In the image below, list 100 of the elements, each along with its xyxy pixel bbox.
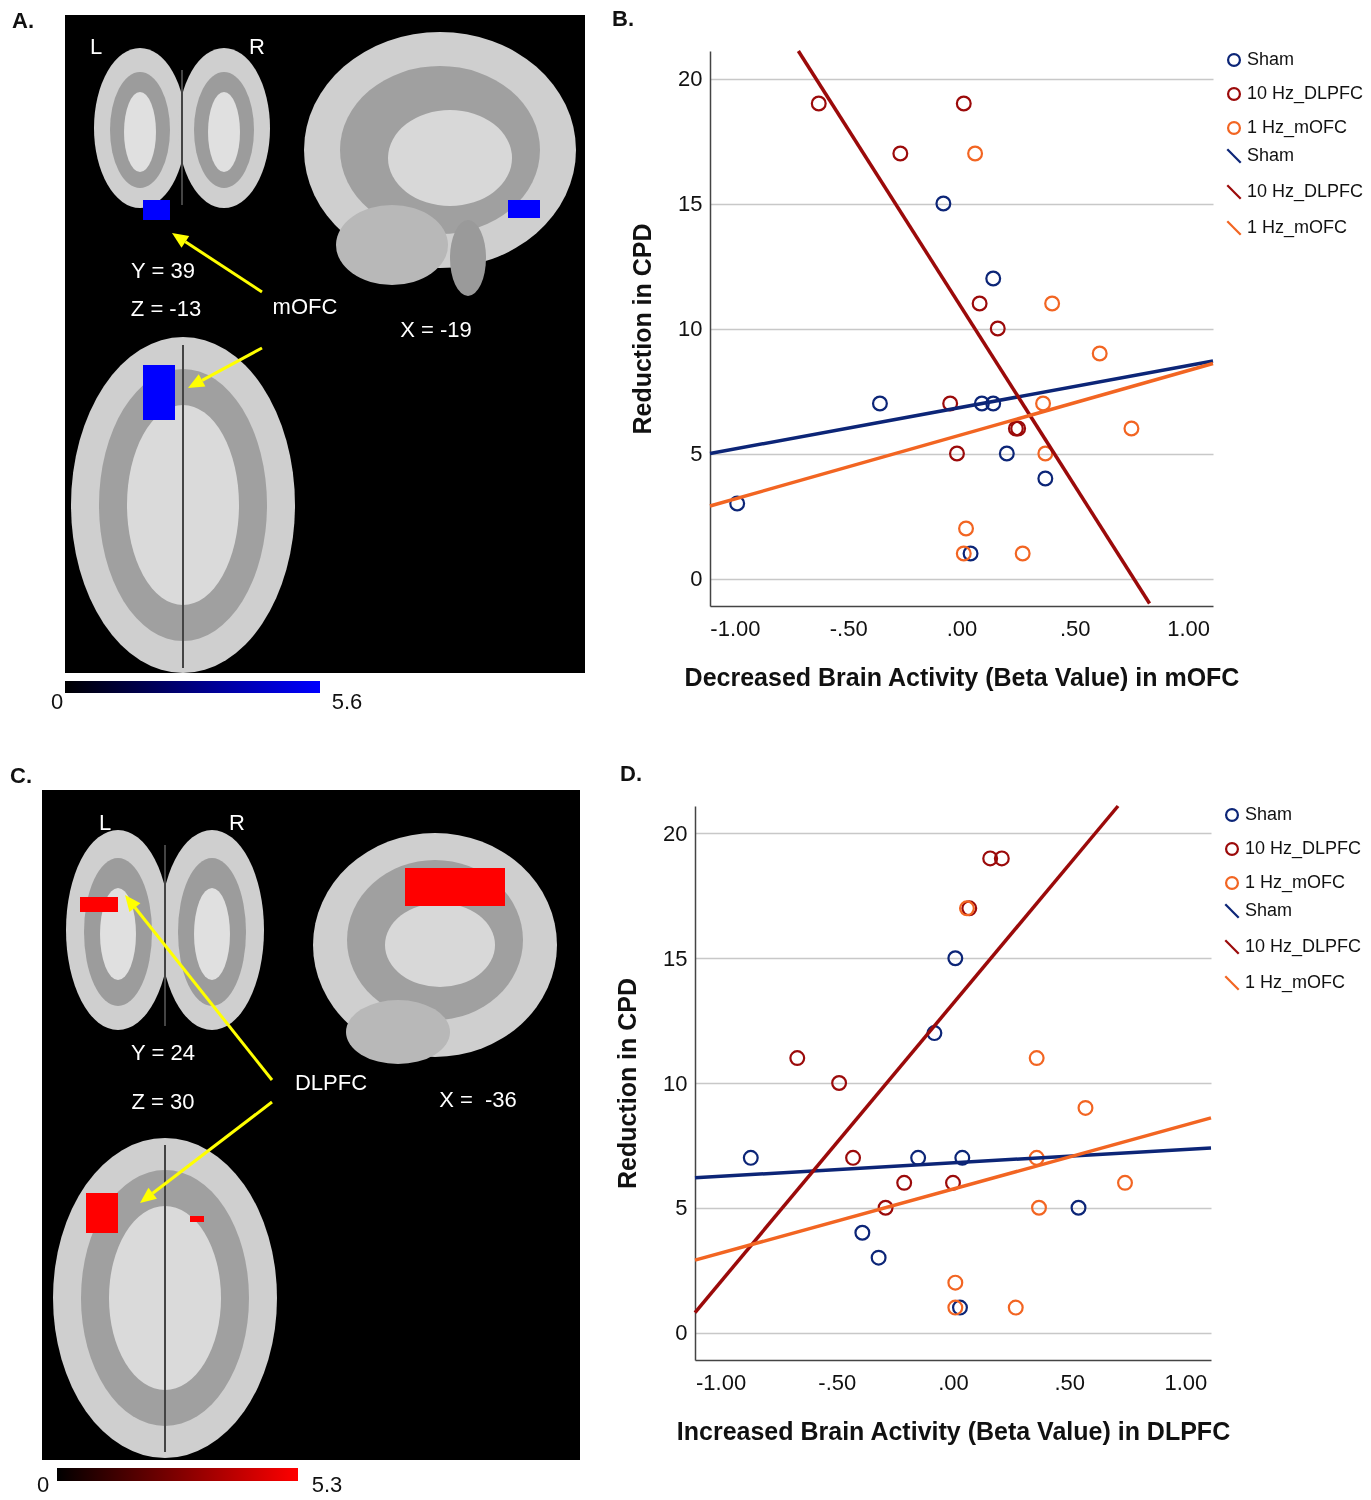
point: [948, 445, 965, 462]
y-tick-label: 0: [675, 1320, 688, 1346]
legend-label: 1 Hz_mOFC: [1247, 217, 1348, 238]
x-axis-title: Increased Brain Activity (Beta Value) in DLPFC: [676, 1416, 1231, 1445]
point: [947, 950, 964, 967]
point: [854, 1224, 871, 1241]
y-tick-label: 5: [675, 1195, 688, 1221]
point: [877, 1199, 894, 1216]
point: [985, 270, 1002, 287]
point: [989, 320, 1006, 337]
point: [896, 1174, 913, 1191]
x-tick-label: -.50: [829, 615, 868, 641]
point: [971, 295, 988, 312]
text: X = -19: [400, 316, 472, 342]
point: [998, 445, 1015, 462]
point: [947, 1274, 964, 1291]
point: [973, 395, 990, 412]
text: C.: [10, 762, 32, 788]
text: L: [98, 809, 112, 835]
text: Y = 24: [131, 1039, 195, 1065]
x-tick-label: 1.00: [1164, 1369, 1208, 1395]
text: DLPFC: [294, 1069, 368, 1095]
point: [993, 850, 1010, 867]
y-tick-label: 20: [678, 66, 703, 91]
x-tick-label: .00: [946, 615, 978, 641]
point: [985, 395, 1002, 412]
point: [967, 145, 984, 162]
y-axis-title: Reduction in CPD: [628, 223, 657, 435]
point: [1077, 1099, 1094, 1116]
chart-title: B.: [612, 6, 634, 32]
point: [1091, 345, 1108, 362]
x-tick-label: -1.00: [710, 615, 761, 641]
text: R: [249, 33, 265, 59]
legend-label: 1 Hz_mOFC: [1245, 872, 1346, 893]
point: [942, 395, 959, 412]
point: [1035, 395, 1052, 412]
text: 5.6: [331, 688, 363, 714]
point: [910, 1149, 927, 1166]
y-tick-label: 10: [678, 316, 703, 341]
y-tick-label: 0: [690, 566, 703, 591]
point: [789, 1050, 806, 1067]
point: [1037, 445, 1054, 462]
point: [729, 495, 746, 512]
legend-label: Sham: [1245, 900, 1293, 920]
x-tick-label: -1.00: [695, 1369, 747, 1395]
y-tick-label: 15: [678, 191, 703, 216]
point: [945, 1174, 961, 1191]
point: [1028, 1149, 1045, 1166]
legend-label: 10 Hz_DLPFC: [1247, 83, 1364, 104]
point: [962, 545, 979, 562]
x-tick-label: -.50: [818, 1369, 857, 1395]
point: [958, 520, 975, 537]
text: Y = 39: [131, 257, 195, 283]
point: [1044, 295, 1061, 312]
text: L: [89, 33, 103, 59]
point: [1007, 1299, 1024, 1316]
text: 0: [36, 1471, 50, 1497]
point: [831, 1075, 848, 1091]
point: [955, 545, 972, 562]
point: [871, 395, 888, 412]
point: [951, 1299, 968, 1316]
legend-label: 10 Hz_DLPFC: [1247, 181, 1364, 202]
point: [1028, 1050, 1045, 1067]
point: [1070, 1199, 1087, 1216]
point: [845, 1149, 862, 1166]
chart-title: D.: [620, 761, 642, 787]
text: R: [229, 809, 245, 835]
x-tick-label: .50: [1059, 615, 1091, 641]
legend-label: Sham: [1247, 49, 1295, 69]
point: [1014, 545, 1031, 562]
x-tick-label: 1.00: [1167, 615, 1210, 641]
legend-label: Sham: [1247, 145, 1295, 165]
text: 5.3: [311, 1471, 343, 1497]
point: [810, 95, 827, 112]
legend-label: 1 Hz_mOFC: [1245, 972, 1346, 993]
point: [947, 1299, 964, 1316]
text: 0: [50, 688, 64, 714]
y-tick-label: 15: [663, 945, 688, 971]
y-tick-label: 10: [663, 1070, 688, 1096]
text: X = -36: [439, 1086, 517, 1112]
text: A.: [12, 7, 34, 33]
point: [1037, 470, 1054, 487]
point: [870, 1249, 887, 1266]
legend-label: 10 Hz_DLPFC: [1245, 838, 1362, 859]
point: [935, 195, 952, 212]
text: Z = 30: [131, 1088, 195, 1114]
point: [892, 145, 909, 162]
point: [1123, 420, 1140, 437]
legend-label: Sham: [1245, 804, 1293, 824]
point: [955, 95, 972, 112]
point: [1031, 1199, 1047, 1216]
point: [742, 1149, 759, 1166]
point: [1117, 1174, 1133, 1191]
point: [982, 850, 999, 867]
x-tick-label: .50: [1054, 1369, 1086, 1395]
point: [926, 1025, 943, 1042]
point: [954, 1149, 971, 1166]
text: mOFC: [272, 293, 338, 319]
x-tick-label: .00: [938, 1369, 969, 1395]
y-tick-label: 5: [690, 441, 703, 466]
